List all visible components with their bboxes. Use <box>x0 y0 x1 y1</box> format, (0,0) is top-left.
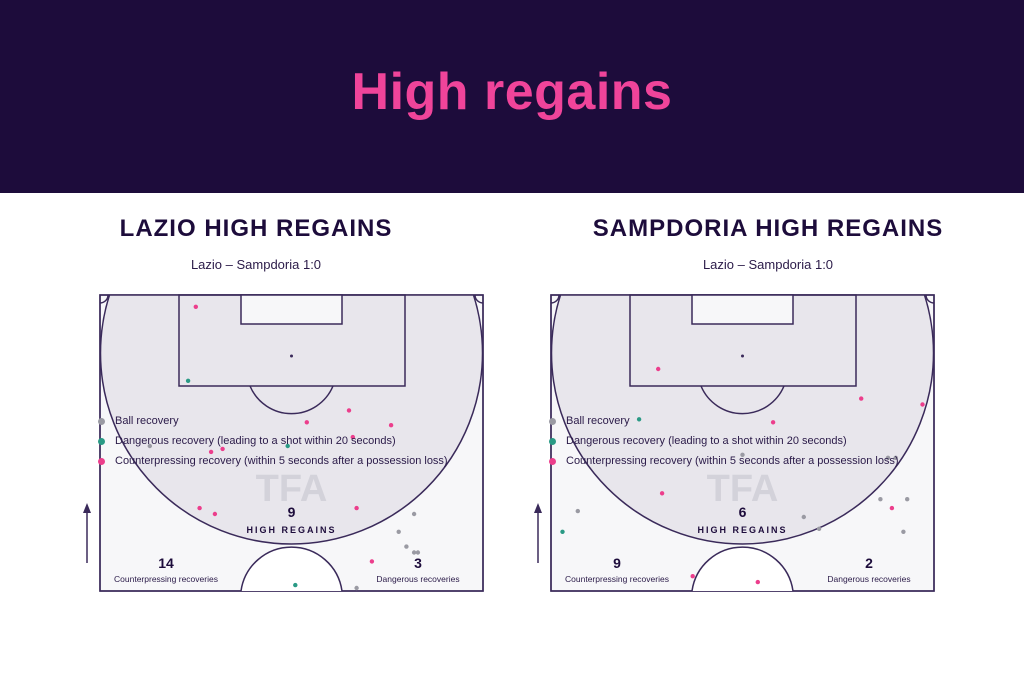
ball-recovery-point <box>740 452 745 457</box>
ball-recovery-point <box>575 508 580 514</box>
legend-label: Dangerous recovery (leading to a shot wi… <box>115 435 396 447</box>
centre-circle <box>691 546 794 592</box>
counterpressing-label: Counterpressing recoveries <box>114 574 218 584</box>
ball-recovery-point <box>885 455 891 460</box>
ball-recovery-point <box>801 514 806 520</box>
legend-label: Counterpressing recovery (within 5 secon… <box>566 455 899 467</box>
penalty-spot <box>290 354 293 358</box>
counterpressing-recovery-dot-icon <box>549 457 556 465</box>
ball-recovery-point <box>411 550 417 555</box>
corner-arc <box>99 294 109 304</box>
counterpressing-recovery-point <box>212 511 218 517</box>
counterpressing-recovery-point <box>197 505 202 511</box>
counterpressing-recovery-point <box>690 574 695 579</box>
corner-arc <box>550 294 560 304</box>
watermark: TFA <box>707 468 779 510</box>
dangerous-recovery-point <box>293 582 298 588</box>
pitch-chart-sampdoria: TFA 6 HIGH REGAINS 9 Counterpressing rec… <box>534 294 935 592</box>
page-title: High regains <box>351 63 673 121</box>
legend-label: Counterpressing recovery (within 5 secon… <box>115 455 448 467</box>
counterpressing-recovery-point <box>193 304 198 309</box>
ball-recovery-dot-icon <box>549 417 556 425</box>
six-yard-box <box>691 294 794 325</box>
dangerous-recovery-dot-icon <box>549 437 556 445</box>
pitch-chart-lazio: TFA 9 HIGH REGAINS 14 Counterpressing re… <box>83 294 484 592</box>
legend-sampdoria: Ball recovery Dangerous recovery (leadin… <box>549 411 899 471</box>
counterpressing-recovery-point <box>920 402 925 407</box>
dangerous-label: Dangerous recoveries <box>376 574 459 584</box>
legend-item: Counterpressing recovery (within 5 secon… <box>549 451 899 471</box>
counterpressing-recovery-point <box>770 420 776 425</box>
counterpressing-recovery-point <box>755 579 760 585</box>
panel-title: SAMPDORIA HIGH REGAINS <box>592 215 944 242</box>
counterpressing-recovery-point <box>859 396 864 401</box>
counterpressing-label: Counterpressing recoveries <box>565 574 669 584</box>
counterpressing-recovery-point <box>208 449 214 455</box>
legend-item: Dangerous recovery (leading to a shot wi… <box>98 431 448 451</box>
legend-item: Dangerous recovery (leading to a shot wi… <box>549 431 899 451</box>
penalty-arc <box>700 385 785 415</box>
ball-recovery-point <box>905 497 910 502</box>
dangerous-recovery-point <box>285 443 290 449</box>
total-label: HIGH REGAINS <box>246 525 336 535</box>
counterpressing-recovery-point <box>369 559 375 564</box>
counterpressing-recovery-point <box>220 446 225 452</box>
dangerous-recovery-point <box>185 378 191 383</box>
dangerous-recovery-dot-icon <box>98 437 105 445</box>
counterpressing-recovery-point <box>346 408 352 413</box>
ball-recovery-point <box>396 529 401 534</box>
watermark: TFA <box>256 468 328 510</box>
legend-item: Counterpressing recovery (within 5 secon… <box>98 451 448 471</box>
total-label: HIGH REGAINS <box>697 525 787 535</box>
ball-recovery-point <box>354 585 359 591</box>
total-count: 6 <box>739 504 747 520</box>
dangerous-recovery-point <box>636 417 642 422</box>
penalty-arc <box>249 385 334 415</box>
counterpressing-recovery-point <box>659 491 665 496</box>
legend-item: Ball recovery <box>549 411 899 431</box>
counterpressing-recovery-point <box>350 434 355 440</box>
panel-sampdoria: SAMPDORIA HIGH REGAINS Lazio – Sampdoria… <box>512 193 1024 683</box>
arrow-head-icon <box>83 503 91 513</box>
centre-circle <box>240 546 343 592</box>
legend-lazio: Ball recovery Dangerous recovery (leadin… <box>98 411 448 471</box>
counterpressing-recovery-point <box>889 505 895 511</box>
legend-label: Ball recovery <box>115 415 179 427</box>
header-banner: High regains <box>0 0 1024 193</box>
arrow-head-icon <box>534 503 542 513</box>
penalty-spot <box>741 354 744 358</box>
total-count: 9 <box>288 504 296 520</box>
dangerous-count: 2 <box>865 555 873 571</box>
dangerous-recovery-point <box>560 529 565 534</box>
ball-recovery-point <box>415 550 421 555</box>
legend-label: Dangerous recovery (leading to a shot wi… <box>566 435 847 447</box>
ball-recovery-point <box>411 511 417 517</box>
counterpressing-recovery-point <box>388 423 394 428</box>
ball-recovery-point <box>878 497 883 502</box>
counterpressing-count: 14 <box>158 555 174 571</box>
ball-recovery-point <box>893 455 898 460</box>
legend-item: Ball recovery <box>98 411 448 431</box>
counterpressing-count: 9 <box>613 555 621 571</box>
ball-recovery-point <box>147 443 152 449</box>
counterpressing-recovery-point <box>354 505 359 511</box>
ball-recovery-point <box>404 544 409 549</box>
counterpressing-recovery-point <box>656 366 661 372</box>
counterpressing-recovery-point <box>304 420 309 425</box>
panel-lazio: LAZIO HIGH REGAINS Lazio – Sampdoria 1:0… <box>0 193 512 683</box>
six-yard-box <box>240 294 343 325</box>
legend-label: Ball recovery <box>566 415 630 427</box>
ball-recovery-point <box>901 529 906 534</box>
counterpressing-recovery-dot-icon <box>98 457 105 465</box>
panel-title: LAZIO HIGH REGAINS <box>119 215 393 242</box>
dangerous-count: 3 <box>414 555 422 571</box>
panel-subtitle: Lazio – Sampdoria 1:0 <box>702 257 834 272</box>
corner-arc <box>925 294 935 304</box>
ball-recovery-dot-icon <box>98 417 105 425</box>
dangerous-label: Dangerous recoveries <box>827 574 910 584</box>
corner-arc <box>474 294 484 304</box>
panel-subtitle: Lazio – Sampdoria 1:0 <box>190 257 322 272</box>
ball-recovery-point <box>816 526 822 531</box>
